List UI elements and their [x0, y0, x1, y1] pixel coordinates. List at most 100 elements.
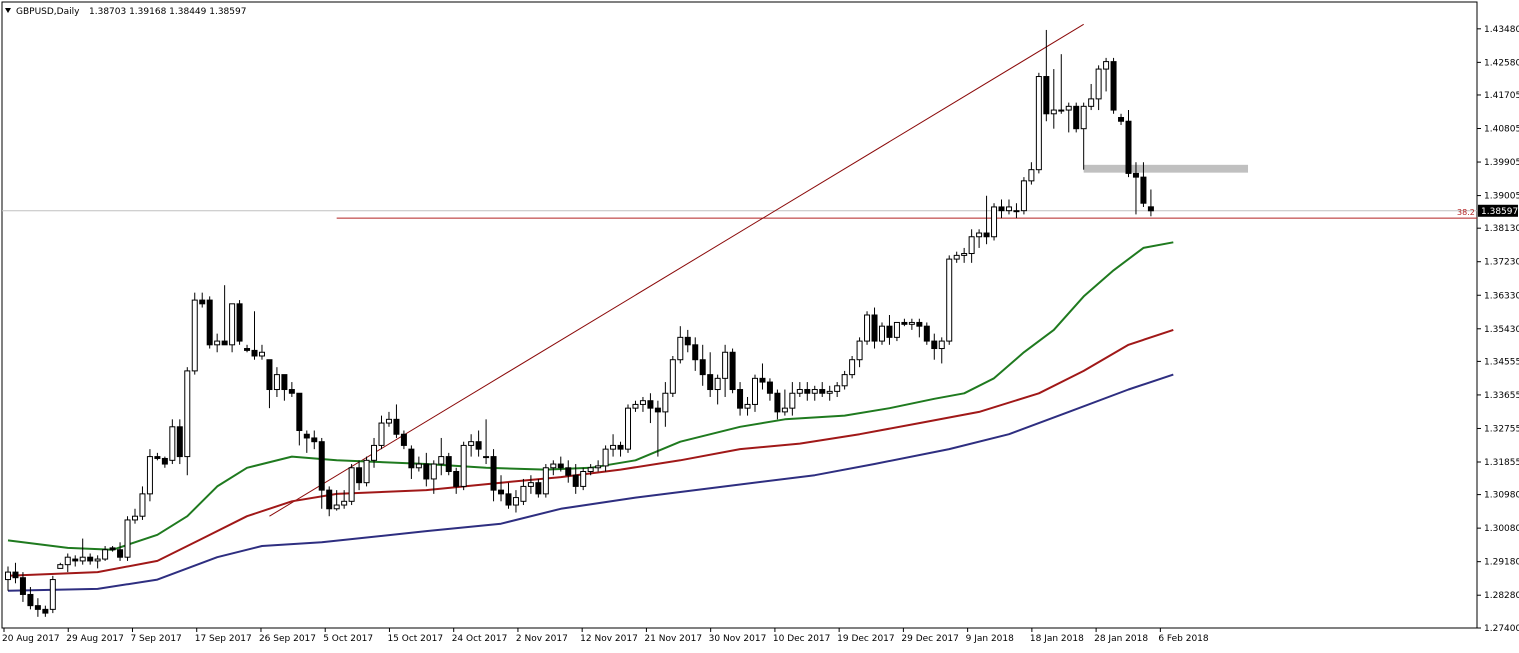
candle [901, 318, 908, 327]
candle [572, 464, 579, 494]
candle [326, 486, 333, 517]
candle-body-bull [662, 392, 669, 413]
candle [146, 449, 153, 502]
candle-body-bear [490, 456, 497, 491]
candle [1147, 189, 1154, 217]
candle-body-bear [498, 489, 505, 495]
y-tick-label: 1.35430 [1484, 325, 1519, 335]
candle-body-bear [288, 389, 295, 394]
candle-body-bull [57, 564, 64, 569]
candle [983, 195, 990, 245]
candle-body-bull [542, 467, 549, 495]
candle [527, 475, 534, 494]
candle-body-bull [333, 504, 340, 510]
candle [184, 367, 191, 476]
candle [677, 326, 684, 364]
candle [841, 370, 848, 390]
candle-body-bull [1020, 180, 1027, 212]
candle [684, 329, 691, 353]
candle [520, 478, 527, 506]
candle [752, 374, 758, 412]
candle-body-bear [42, 608, 49, 614]
candle-body-bear [117, 549, 124, 558]
x-tick-label: 15 Oct 2017 [387, 634, 443, 644]
candle-body-bear [1118, 117, 1125, 122]
collapse-triangle-icon[interactable] [5, 8, 11, 13]
candle [669, 355, 676, 397]
candle-body-bear [296, 392, 303, 432]
candle-body-bear [1132, 172, 1139, 178]
candle-body-bull [744, 403, 751, 409]
candle [826, 385, 833, 401]
candle-body-bear [221, 340, 228, 346]
candle-body-bull [781, 407, 788, 413]
candle [438, 437, 445, 476]
candle [490, 449, 497, 502]
y-tick-label: 1.40805 [1484, 125, 1519, 135]
candle-body-bear [557, 463, 564, 469]
candle [908, 318, 915, 330]
candle [1103, 57, 1110, 92]
candle-body-bull [94, 558, 101, 562]
candle-body-bull [849, 359, 856, 376]
candle-body-bear [707, 374, 714, 391]
candle-body-bear [87, 556, 94, 562]
candle [244, 344, 251, 353]
candle-body-bull [1088, 98, 1095, 107]
candle [1110, 57, 1117, 114]
candle [595, 460, 602, 472]
candle [475, 430, 482, 457]
x-tick-label: 6 Feb 2018 [1158, 634, 1209, 644]
candle-body-bear [729, 351, 736, 391]
candle-body-bear [311, 437, 318, 443]
candle [19, 572, 26, 602]
candle [498, 475, 505, 502]
candle-body-bull [64, 556, 71, 566]
y-tick-label: 1.27400 [1484, 624, 1519, 634]
candle-body-bear [759, 377, 766, 383]
candle-body-bull [976, 232, 983, 238]
candle [169, 419, 176, 465]
candle [49, 575, 56, 614]
candle-body-bear [400, 433, 407, 446]
candle [849, 355, 856, 379]
candle-body-bull [139, 493, 146, 517]
candle [341, 490, 348, 509]
y-tick-label: 1.43480 [1484, 25, 1519, 35]
candle [109, 546, 116, 552]
candle-body-bear [901, 321, 908, 325]
candle-body-bear [692, 344, 699, 361]
candle [789, 382, 796, 416]
x-tick-label: 29 Aug 2017 [66, 634, 124, 644]
candle [288, 382, 295, 397]
candle [221, 285, 228, 346]
candle-body-bear [251, 349, 258, 357]
candle-body-bull [385, 418, 392, 424]
candle-body-bear [199, 299, 206, 305]
candle-body-bear [34, 605, 41, 610]
candle-body-bull [191, 299, 198, 372]
candle-body-bear [27, 593, 34, 607]
symbol-label: GBPUSD,Daily [16, 7, 80, 17]
candle [662, 382, 669, 427]
current-price-label: 1.38597 [1481, 207, 1518, 217]
candle [968, 229, 975, 263]
y-tick-label: 1.36330 [1484, 291, 1519, 301]
candle [27, 587, 34, 610]
candle [714, 374, 721, 405]
candle [371, 437, 378, 468]
candle [64, 553, 71, 573]
candle-body-bear [72, 558, 79, 562]
candle-body-bull [520, 485, 527, 502]
candle-body-bull [1028, 169, 1035, 182]
candle [281, 374, 288, 401]
candle-body-bear [303, 433, 310, 439]
candle-body-bull [714, 377, 721, 391]
candle-body-bear [617, 444, 624, 450]
x-tick-label: 5 Oct 2017 [323, 634, 373, 644]
x-tick-label: 17 Sep 2017 [195, 634, 252, 644]
candle-body-bull [273, 374, 280, 391]
candle [565, 460, 572, 483]
